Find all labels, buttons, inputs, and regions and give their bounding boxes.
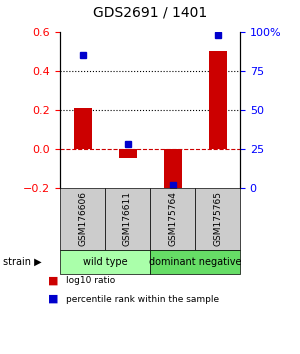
Text: dominant negative: dominant negative [149,257,241,267]
Text: log10 ratio: log10 ratio [66,276,115,285]
Text: GDS2691 / 1401: GDS2691 / 1401 [93,5,207,19]
Bar [74,108,92,149]
Text: GSM176611: GSM176611 [123,191,132,246]
Text: GSM175765: GSM175765 [213,191,222,246]
Text: strain ▶: strain ▶ [3,257,42,267]
Bar [118,149,136,159]
Text: ■: ■ [48,276,58,286]
Text: GSM175764: GSM175764 [168,191,177,246]
Text: ■: ■ [48,294,58,304]
Text: percentile rank within the sample: percentile rank within the sample [66,295,219,304]
Bar [164,149,181,192]
Text: GSM176606: GSM176606 [78,191,87,246]
Bar [208,51,226,149]
Text: wild type: wild type [83,257,127,267]
